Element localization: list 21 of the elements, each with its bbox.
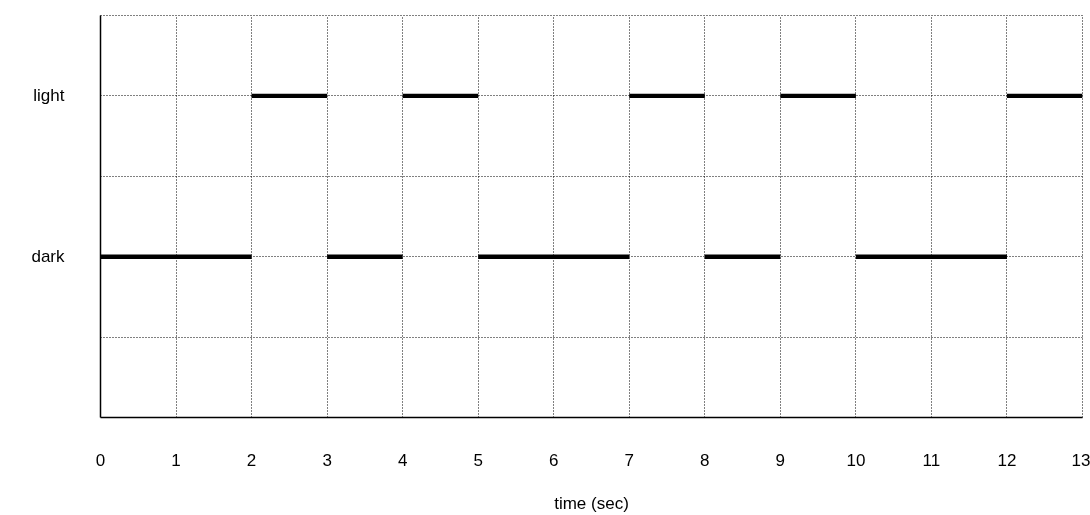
x-tick-label: 2 <box>246 450 257 470</box>
x-tick-label: 11 <box>922 450 941 470</box>
x-tick-label: 13 <box>1071 450 1090 470</box>
x-tick-label: 6 <box>549 450 559 470</box>
bar <box>704 254 781 259</box>
x-tick-label: 4 <box>397 450 408 470</box>
x-tick-label: 12 <box>997 450 1017 470</box>
x-tick-label: 9 <box>775 450 786 470</box>
x-tick-label: 7 <box>624 450 635 470</box>
y-tick-label: light <box>33 86 65 106</box>
x-tick-label: 5 <box>473 450 483 470</box>
x-tick-label: 10 <box>846 450 866 470</box>
x-tick-label: 8 <box>700 450 710 470</box>
x-tick-label: 3 <box>322 450 332 470</box>
bar <box>327 254 403 259</box>
bar <box>478 254 630 259</box>
x-axis-title: time (sec) <box>554 493 629 513</box>
y-tick-label: dark <box>31 247 65 267</box>
x-tick-label: 1 <box>171 450 181 470</box>
x-tick-label: 0 <box>95 450 106 470</box>
bar <box>629 93 705 99</box>
